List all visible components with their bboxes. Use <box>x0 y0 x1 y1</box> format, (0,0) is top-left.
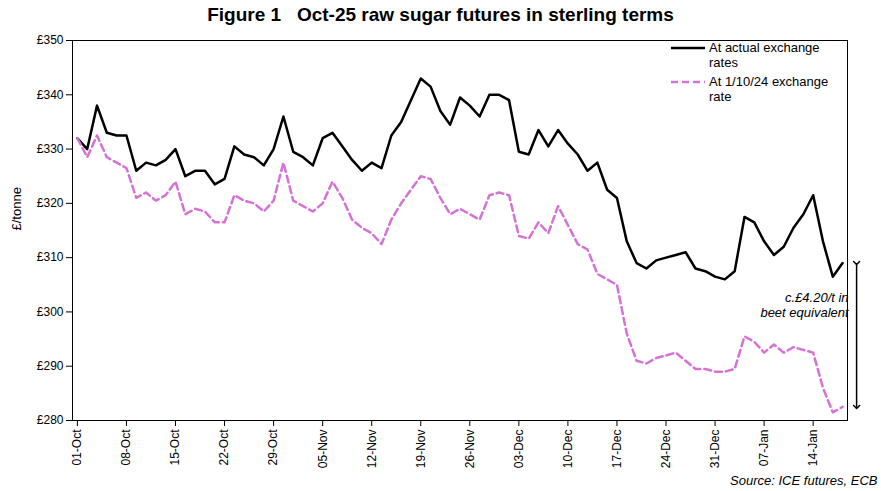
svg-text:19-Nov: 19-Nov <box>414 430 428 469</box>
svg-text:14-Jan: 14-Jan <box>806 430 820 467</box>
svg-text:£280: £280 <box>37 413 64 427</box>
svg-text:£320: £320 <box>37 196 64 210</box>
svg-text:£290: £290 <box>37 359 64 373</box>
svg-text:£/tonne: £/tonne <box>9 187 24 230</box>
svg-text:£310: £310 <box>37 250 64 264</box>
html-text:At actual exchange rates: At actual exchange rates <box>709 40 820 70</box>
svg-text:05-Nov: 05-Nov <box>315 430 329 469</box>
svg-text:31-Dec: 31-Dec <box>708 430 722 469</box>
svg-text:07-Jan: 07-Jan <box>757 430 771 467</box>
svg-text:£300: £300 <box>37 305 64 319</box>
svg-text:10-Dec: 10-Dec <box>561 430 575 469</box>
svg-text:£350: £350 <box>37 33 64 47</box>
svg-text:Source: ICE futures, ECB: Source: ICE futures, ECB <box>730 473 878 488</box>
svg-text:c.£4.20/t inbeet equivalent: c.£4.20/t inbeet equivalent <box>760 290 850 320</box>
svg-text:26-Nov: 26-Nov <box>463 430 477 469</box>
svg-text:01-Oct: 01-Oct <box>70 429 84 466</box>
html-text:Figure 1 Oct-25 raw sugar futu: Figure 1 Oct-25 raw sugar futures in ste… <box>207 4 674 25</box>
svg-text:03-Dec: 03-Dec <box>512 430 526 469</box>
svg-text:£330: £330 <box>37 142 64 156</box>
svg-text:15-Oct: 15-Oct <box>168 429 182 466</box>
svg-text:17-Dec: 17-Dec <box>610 430 624 469</box>
svg-text:22-Oct: 22-Oct <box>217 429 231 466</box>
html-text:At 1/10/24 exchange rate: At 1/10/24 exchange rate <box>709 74 829 104</box>
svg-text:£340: £340 <box>37 88 64 102</box>
svg-text:29-Oct: 29-Oct <box>266 429 280 466</box>
svg-text:12-Nov: 12-Nov <box>365 430 379 469</box>
svg-text:08-Oct: 08-Oct <box>119 429 133 466</box>
svg-text:24-Dec: 24-Dec <box>659 430 673 469</box>
